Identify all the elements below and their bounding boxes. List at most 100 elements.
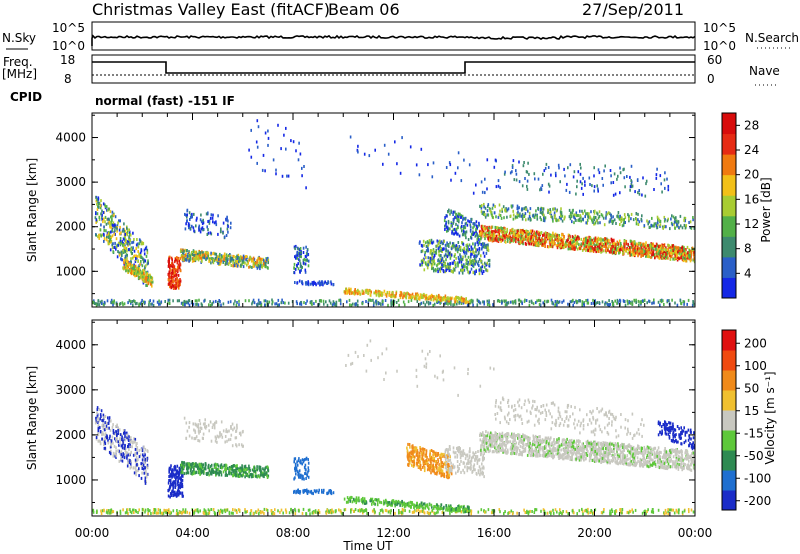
range-gate-cell	[417, 297, 420, 301]
range-gate-cell	[569, 245, 572, 249]
range-gate-cell	[547, 208, 549, 212]
range-gate-cell	[528, 211, 531, 215]
range-gate-cell	[466, 243, 469, 247]
range-gate-cell	[411, 510, 414, 514]
range-gate-cell	[478, 299, 480, 303]
range-gate-cell	[136, 242, 139, 246]
range-gate-cell	[689, 256, 692, 260]
range-gate-cell	[612, 181, 615, 184]
range-gate-cell	[138, 303, 140, 307]
range-gate-cell	[198, 226, 200, 230]
range-gate-cell	[576, 512, 578, 516]
range-gate-cell	[428, 295, 430, 299]
range-gate-cell	[108, 236, 110, 239]
range-gate-cell	[113, 213, 115, 217]
range-gate-cell	[138, 269, 140, 273]
range-gate-cell	[205, 251, 207, 255]
colorbar-tick-label: 4	[744, 266, 752, 280]
range-gate-cell	[318, 281, 320, 285]
range-gate-cell	[307, 259, 310, 263]
range-gate-cell	[473, 257, 476, 261]
range-gate-cell	[585, 221, 587, 225]
range-gate-cell	[536, 239, 539, 243]
range-gate-cell	[137, 259, 139, 263]
range-gate-cell	[97, 299, 99, 303]
range-gate-cell	[452, 220, 455, 224]
range-gate-cell	[118, 241, 121, 245]
range-gate-cell	[591, 184, 593, 188]
range-gate-cell	[519, 228, 522, 232]
range-gate-cell	[440, 254, 442, 258]
range-gate-cell	[188, 511, 191, 515]
range-gate-cell	[663, 253, 666, 256]
range-gate-cell	[552, 511, 555, 515]
range-gate-cell	[543, 237, 546, 241]
range-gate-cell	[118, 228, 121, 232]
range-gate-cell	[98, 233, 100, 237]
range-gate-cell	[480, 235, 483, 238]
range-gate-cell	[624, 303, 627, 307]
range-gate-cell	[591, 238, 593, 242]
range-gate-cell	[570, 215, 573, 218]
range-gate-cell	[298, 279, 301, 283]
range-gate-cell	[495, 215, 497, 219]
range-gate-cell	[470, 259, 473, 263]
range-gate-cell	[126, 226, 128, 230]
range-gate-cell	[224, 258, 226, 262]
range-gate-cell	[624, 221, 626, 224]
range-gate-cell	[347, 289, 350, 293]
range-gate-cell	[567, 166, 569, 170]
range-gate-cell	[189, 257, 192, 260]
range-gate-cell	[427, 256, 430, 260]
range-gate-cell	[514, 299, 517, 303]
range-gate-cell	[295, 256, 297, 260]
range-gate-cell	[472, 303, 474, 307]
range-gate-cell	[375, 293, 378, 297]
range-gate-cell	[539, 242, 541, 246]
range-gate-cell	[682, 256, 684, 260]
range-gate-cell	[644, 251, 646, 255]
range-gate-cell	[134, 264, 137, 268]
range-gate-cell	[441, 249, 443, 253]
range-gate-cell	[489, 209, 491, 213]
range-gate-cell	[271, 302, 273, 306]
range-gate-cell	[662, 226, 664, 230]
colorbar-tick-label: 28	[744, 118, 759, 132]
range-gate-cell	[382, 162, 384, 166]
range-gate-cell	[551, 215, 553, 219]
range-gate-cell	[458, 248, 460, 251]
range-gate-cell	[540, 208, 542, 212]
range-gate-cell	[429, 256, 432, 260]
range-gate-cell	[608, 245, 610, 248]
range-gate-cell	[373, 301, 375, 305]
range-gate-cell	[169, 255, 171, 259]
range-gate-cell	[184, 253, 186, 257]
range-gate-cell	[501, 301, 503, 305]
range-gate-cell	[483, 245, 485, 249]
range-gate-cell	[484, 191, 486, 195]
range-gate-cell	[381, 294, 383, 297]
range-gate-cell	[474, 272, 476, 276]
range-gate-cell	[617, 215, 619, 219]
range-gate-cell	[553, 234, 556, 238]
range-gate-cell	[634, 242, 636, 246]
range-gate-cell	[449, 300, 452, 304]
range-gate-cell	[386, 291, 389, 295]
range-gate-cell	[594, 302, 597, 306]
range-gate-cell	[369, 293, 372, 297]
range-gate-cell	[92, 300, 94, 304]
range-gate-cell	[480, 508, 483, 512]
range-gate-cell	[440, 258, 443, 262]
range-gate-cell	[466, 248, 469, 252]
range-gate-cell	[470, 267, 473, 271]
range-gate-cell	[576, 179, 578, 183]
range-gate-cell	[296, 251, 299, 255]
range-gate-cell	[558, 245, 561, 249]
range-gate-cell	[151, 284, 153, 288]
range-gate-cell	[131, 263, 134, 267]
range-gate-cell	[248, 265, 250, 269]
range-gate-cell	[256, 119, 259, 123]
range-gate-cell	[585, 238, 587, 242]
range-gate-cell	[350, 508, 353, 512]
